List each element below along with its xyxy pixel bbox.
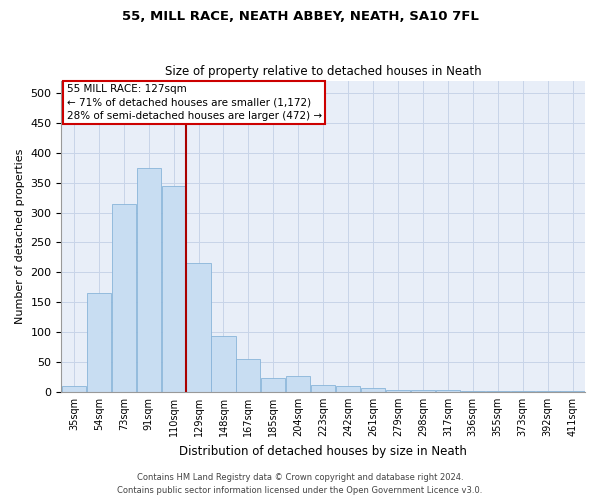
Bar [211,336,236,392]
Bar [187,264,211,392]
Bar [386,390,410,392]
Bar [137,168,161,392]
Text: 55, MILL RACE, NEATH ABBEY, NEATH, SA10 7FL: 55, MILL RACE, NEATH ABBEY, NEATH, SA10 … [122,10,478,23]
Text: Contains HM Land Registry data © Crown copyright and database right 2024.
Contai: Contains HM Land Registry data © Crown c… [118,474,482,495]
X-axis label: Distribution of detached houses by size in Neath: Distribution of detached houses by size … [179,444,467,458]
Bar [112,204,136,392]
Bar [261,378,286,392]
Bar [311,385,335,392]
Bar [336,386,360,392]
Bar [411,390,435,392]
Bar [436,390,460,392]
Bar [87,294,111,392]
Text: 55 MILL RACE: 127sqm
← 71% of detached houses are smaller (1,172)
28% of semi-de: 55 MILL RACE: 127sqm ← 71% of detached h… [67,84,322,120]
Bar [62,386,86,392]
Bar [236,359,260,392]
Title: Size of property relative to detached houses in Neath: Size of property relative to detached ho… [165,66,482,78]
Bar [361,388,385,392]
Bar [161,186,185,392]
Bar [286,376,310,392]
Y-axis label: Number of detached properties: Number of detached properties [15,149,25,324]
